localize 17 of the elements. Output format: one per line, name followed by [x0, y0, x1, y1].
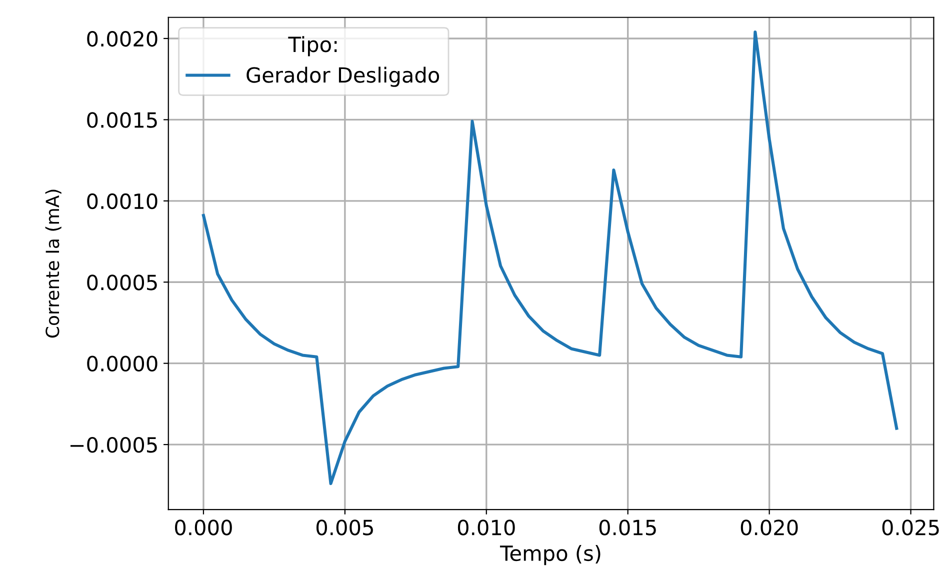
y-tick-label: −0.0005	[70, 437, 157, 453]
x-tick-label: 0.000	[175, 520, 232, 536]
y-tick-label: 0.0010	[87, 193, 158, 210]
x-tick-label: 0.015	[599, 520, 656, 536]
x-tick-label: 0.020	[740, 520, 798, 536]
legend-label: Gerador Desligado	[246, 66, 440, 87]
y-tick-label: 0.0015	[87, 112, 157, 128]
y-tick-label: 0.0005	[87, 274, 157, 290]
line-series	[202, 30, 898, 486]
y-tick-label: 0.0000	[87, 356, 158, 372]
legend-title: Tipo:	[288, 36, 337, 56]
y-axis-title: Corrente Ia (mA)	[45, 190, 62, 338]
x-tick-label: 0.005	[316, 520, 373, 536]
x-tick-label: 0.010	[458, 520, 515, 536]
y-tick-label: 0.0020	[87, 30, 158, 47]
x-tick-label: 0.025	[882, 520, 939, 536]
x-axis-title: Tempo (s)	[500, 544, 600, 566]
